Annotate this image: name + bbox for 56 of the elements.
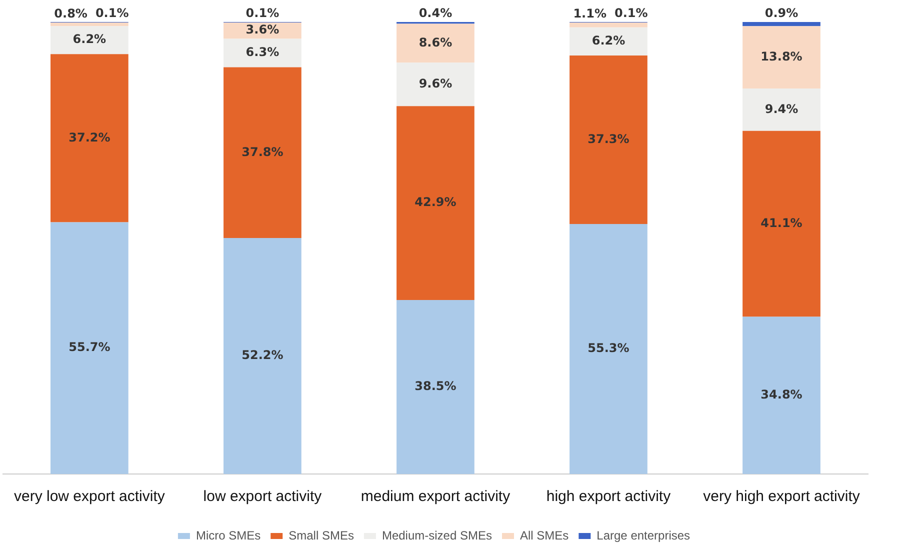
data-label: 42.9% [414, 195, 456, 210]
x-tick-label: low export activity [203, 488, 322, 506]
data-label: 1.1% [573, 6, 606, 21]
bar [742, 130, 820, 317]
data-label: 3.6% [246, 22, 280, 37]
data-label: 0.1% [614, 6, 648, 20]
legend-label: Medium-sized SMEs [382, 528, 492, 542]
bar [570, 27, 648, 56]
data-label: 0.4% [418, 6, 452, 20]
data-label: 9.4% [764, 102, 798, 116]
x-tick-label: very high export activity [703, 488, 860, 506]
data-label: 6.2% [592, 34, 626, 48]
bar [224, 238, 302, 474]
bar [570, 224, 648, 474]
data-label: 38.5% [414, 379, 456, 394]
bar [224, 22, 302, 39]
data-label: 6.2% [72, 32, 106, 46]
data-label: 13.8% [760, 49, 802, 64]
data-label: 9.6% [418, 76, 452, 90]
bar [570, 55, 648, 224]
data-label: 41.1% [760, 216, 802, 230]
data-label: 37.2% [68, 130, 110, 144]
data-label: 55.7% [68, 340, 110, 354]
data-label: 0.1% [95, 6, 129, 20]
data-label: 37.3% [588, 132, 630, 146]
data-label: 55.3% [588, 341, 630, 356]
data-label: 6.3% [246, 45, 280, 60]
data-label: 0.9% [764, 6, 798, 20]
data-label: 52.2% [242, 348, 284, 362]
bar [742, 26, 820, 88]
bar [396, 106, 474, 300]
x-tick-label: medium export activity [360, 488, 511, 506]
bar [742, 88, 820, 131]
data-label: 0.8% [54, 6, 88, 21]
legend-label: Micro SMEs [196, 528, 261, 542]
data-label: 34.8% [760, 387, 802, 402]
bar [742, 22, 820, 26]
data-label: 0.1% [246, 6, 280, 20]
bar [396, 62, 474, 106]
bar [570, 22, 648, 28]
data-label: 37.8% [242, 144, 284, 159]
bar [224, 67, 302, 238]
bar [224, 38, 302, 68]
bar [396, 300, 474, 474]
bar [396, 24, 474, 63]
legend-label: Small SMEs [288, 528, 354, 542]
legend-label: Large enterprises [596, 528, 690, 542]
x-tick-label: very low export activity [14, 488, 166, 506]
bar [50, 54, 128, 222]
legend-label: All SMEs [520, 528, 569, 542]
bar [50, 222, 128, 474]
bar [50, 22, 128, 26]
x-tick-label: high export activity [546, 488, 672, 506]
data-label: 8.6% [418, 35, 452, 50]
bar [742, 316, 820, 474]
bar [50, 26, 128, 54]
